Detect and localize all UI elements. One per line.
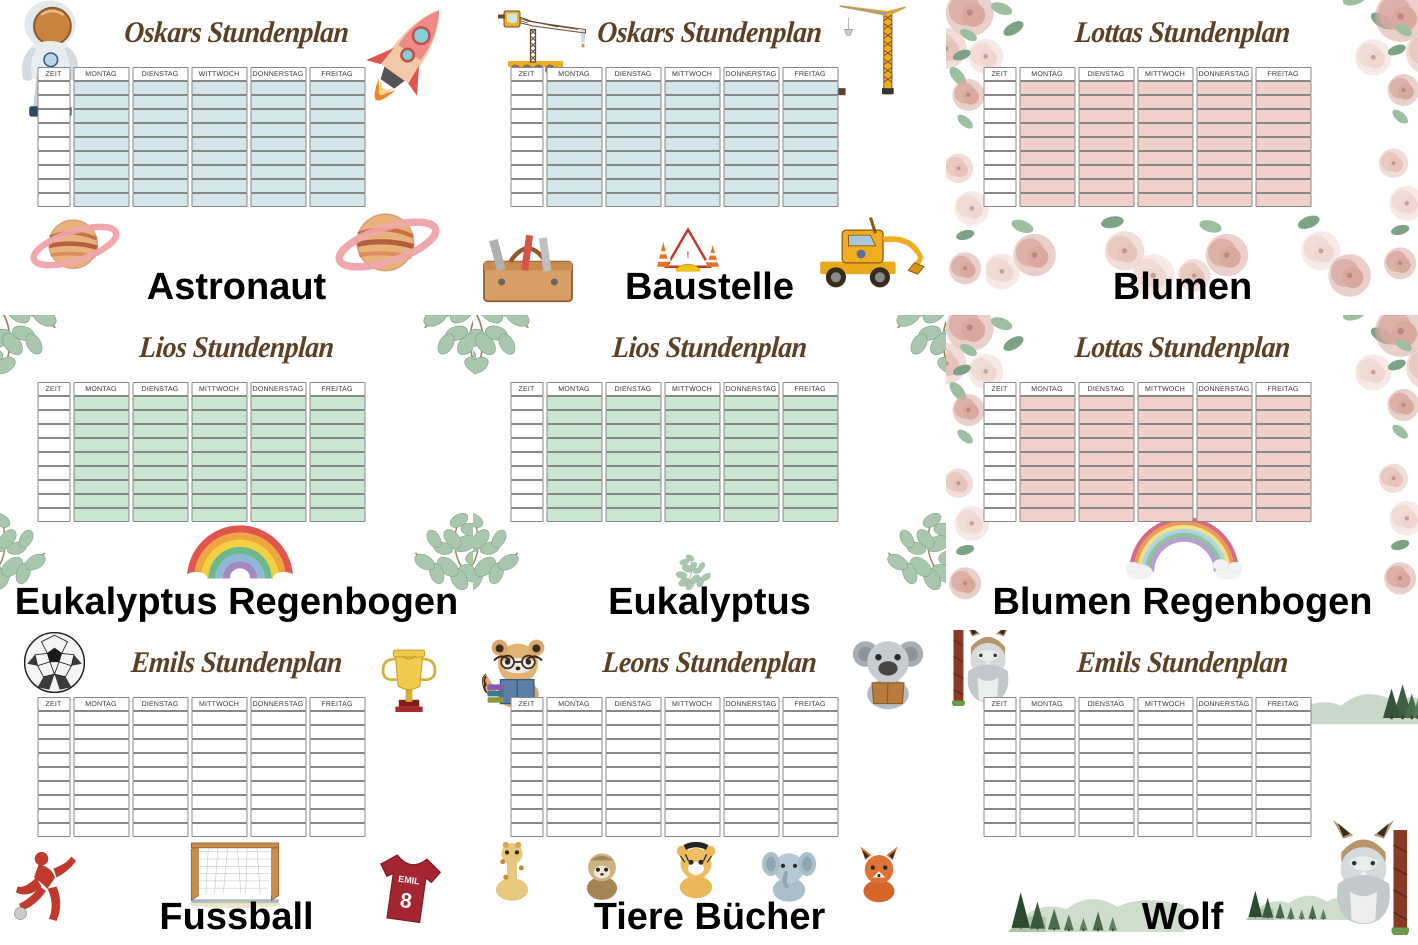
svg-text:!: ! bbox=[687, 249, 690, 259]
